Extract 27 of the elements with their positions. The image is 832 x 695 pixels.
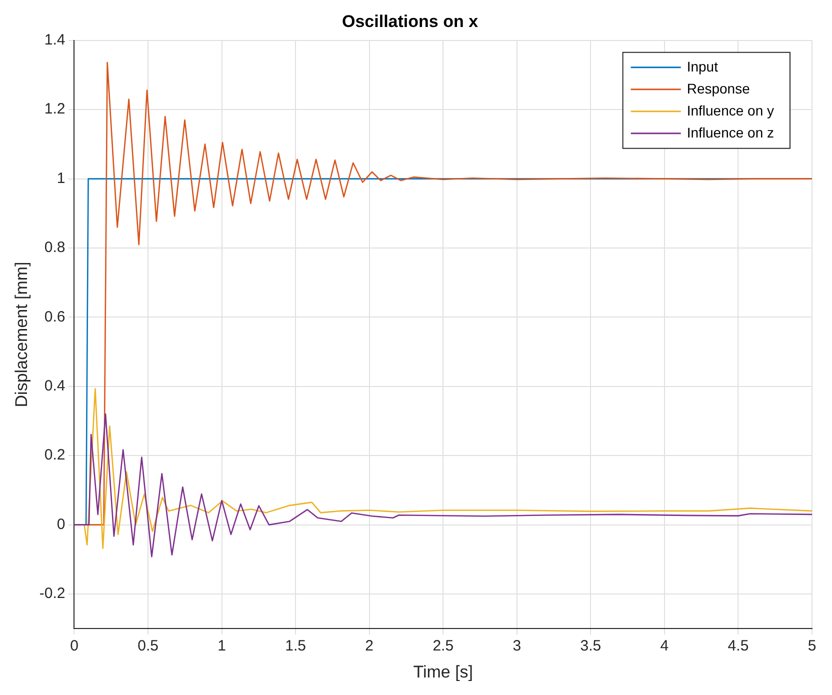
y-tick-label: 1 — [56, 170, 66, 187]
y-tick-label: 0.2 — [44, 446, 66, 464]
legend-label: Response — [686, 80, 750, 96]
y-tick-label: 1.2 — [44, 100, 66, 118]
x-tick-label: 1 — [218, 638, 226, 655]
y-tick-label: 0 — [56, 516, 66, 533]
x-tick-label: 0 — [70, 638, 78, 655]
y-tick-label: 0.8 — [44, 239, 66, 256]
legend-label: Input — [686, 58, 718, 74]
y-tick-label: 0.4 — [44, 378, 66, 395]
x-tick-label: 5 — [808, 638, 816, 655]
y-axis-title: Displacement [mm] — [12, 262, 31, 408]
legend-label: Influence on y — [686, 102, 774, 118]
y-tick-label: 0.6 — [44, 308, 66, 326]
chart-title: Oscillations on x — [342, 12, 479, 31]
x-tick-label: 3.5 — [580, 638, 602, 655]
y-tick-label: -0.2 — [39, 585, 66, 602]
x-tick-label: 3 — [512, 638, 522, 655]
x-tick-label: 2.5 — [432, 638, 454, 655]
y-tick-label: 1.4 — [44, 32, 66, 49]
x-tick-label: 4 — [660, 638, 669, 655]
x-axis-title: Time [s] — [413, 662, 474, 682]
x-tick-label: 4.5 — [728, 638, 749, 655]
x-tick-label: 0.5 — [138, 638, 158, 655]
x-tick-label: 2 — [365, 638, 374, 655]
legend-label: Influence on z — [686, 124, 774, 140]
x-tick-label: 1.5 — [285, 638, 306, 655]
